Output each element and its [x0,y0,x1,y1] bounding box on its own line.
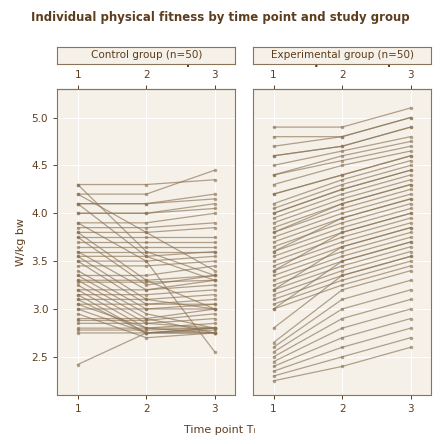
Text: Individual physical fitness by time point and study group: Individual physical fitness by time poin… [31,11,409,24]
Title: Placebo Group: Placebo Group [98,54,194,67]
Text: Control group (n=50): Control group (n=50) [91,51,202,60]
Y-axis label: W/kg bw: W/kg bw [16,218,26,266]
Text: Experimental group (n=50): Experimental group (n=50) [271,51,414,60]
Text: Time point Tᵢ: Time point Tᵢ [184,425,256,435]
Title: Ubiquinol Group: Ubiquinol Group [288,54,396,67]
